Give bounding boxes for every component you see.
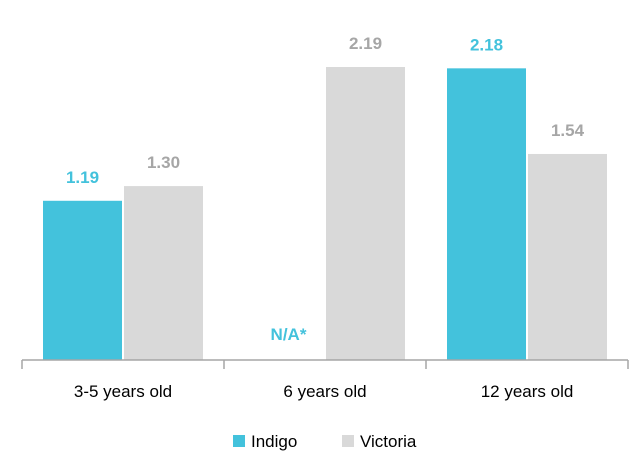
value-label-victoria-0: 1.30 xyxy=(147,153,180,172)
value-label-victoria-1: 2.19 xyxy=(349,34,382,53)
legend-label-victoria: Victoria xyxy=(360,432,417,451)
value-label-victoria-2: 1.54 xyxy=(551,121,585,140)
bar-victoria-1 xyxy=(326,67,405,360)
value-label-indigo-0: 1.19 xyxy=(66,168,99,187)
category-label-1: 6 years old xyxy=(283,382,366,401)
bar-victoria-2 xyxy=(528,153,607,360)
legend-swatch-victoria xyxy=(342,435,354,447)
legend: Indigo Victoria xyxy=(233,432,417,451)
category-labels-group: 3-5 years old 6 years old 12 years old xyxy=(74,382,573,401)
value-labels-group: 1.19 1.30 N/A* 2.19 2.18 1.54 xyxy=(66,34,585,344)
bar-indigo-2 xyxy=(447,68,526,361)
bar-indigo-0 xyxy=(43,200,122,360)
category-label-2: 12 years old xyxy=(481,382,574,401)
bars-group xyxy=(43,67,607,361)
legend-swatch-indigo xyxy=(233,435,245,447)
value-label-indigo-1: N/A* xyxy=(271,325,307,344)
legend-label-indigo: Indigo xyxy=(251,432,297,451)
category-label-0: 3-5 years old xyxy=(74,382,172,401)
x-axis xyxy=(21,359,629,369)
bar-victoria-0 xyxy=(124,186,203,360)
value-label-indigo-2: 2.18 xyxy=(470,35,503,54)
